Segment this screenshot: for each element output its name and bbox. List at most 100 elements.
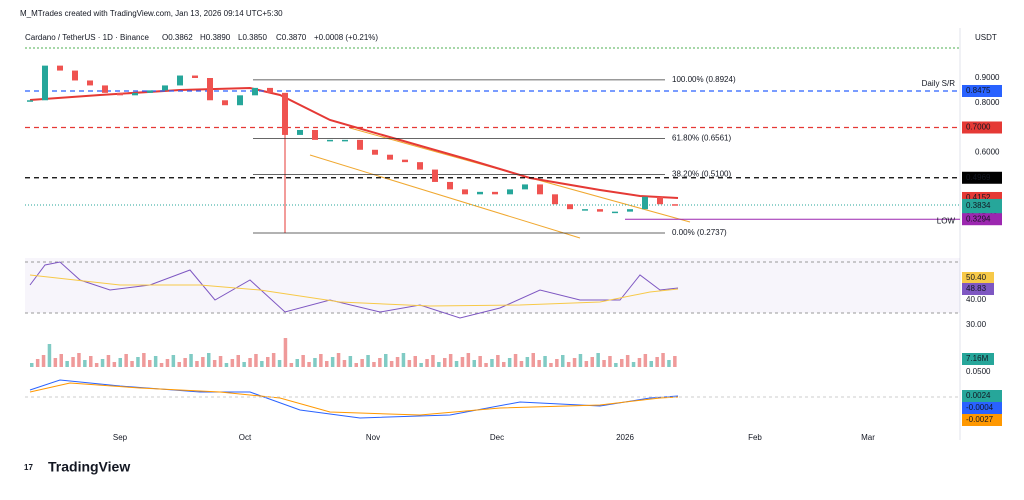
volume-bar xyxy=(165,359,170,367)
volume-bar xyxy=(354,363,358,367)
volume-bar xyxy=(30,363,34,367)
volume-bar xyxy=(637,358,642,367)
candle xyxy=(207,78,213,101)
volume-bar xyxy=(159,363,164,367)
volume-bar xyxy=(266,357,270,367)
brand: TradingView xyxy=(48,459,130,475)
volume-bar xyxy=(614,363,618,367)
volume-bar xyxy=(41,355,46,367)
volume-bar xyxy=(254,354,258,367)
moving-average xyxy=(29,86,679,199)
volume-bar xyxy=(513,354,518,367)
volume-bar xyxy=(413,356,417,367)
volume-bar xyxy=(277,360,282,367)
volume-bar xyxy=(77,353,81,367)
volume-bar xyxy=(443,358,447,367)
price-badge xyxy=(962,84,1002,97)
volume-bar xyxy=(207,353,211,367)
volume-bar xyxy=(460,357,465,367)
macd-line xyxy=(29,379,679,419)
volume-bar xyxy=(490,359,494,367)
rsi-badge xyxy=(962,283,994,295)
volume-bar xyxy=(466,353,471,367)
volume-bar xyxy=(94,363,99,367)
volume-bar xyxy=(271,353,276,367)
volume-bar xyxy=(620,359,624,367)
volume-bar xyxy=(578,354,583,367)
volume-bar xyxy=(667,360,671,367)
volume-bar xyxy=(661,353,665,367)
volume-bar xyxy=(313,358,317,367)
candle xyxy=(312,129,318,140)
volume-bar xyxy=(419,363,423,367)
channel-line xyxy=(309,154,581,239)
volume-bar xyxy=(112,362,117,367)
candle xyxy=(597,209,603,212)
volume-bar xyxy=(201,357,205,367)
candle xyxy=(567,204,573,210)
volume-bar xyxy=(89,356,93,367)
macd-badge xyxy=(962,414,1002,426)
candle xyxy=(267,87,273,93)
volume-bar xyxy=(35,359,40,367)
fib-label: 0.00% (0.2737) xyxy=(672,228,727,237)
candle xyxy=(282,92,288,135)
candle xyxy=(297,129,303,135)
month-label: Oct xyxy=(239,433,252,442)
level-note: Daily S/R xyxy=(922,79,956,88)
volume-bar xyxy=(407,360,412,367)
candle xyxy=(222,100,228,106)
volume-bar xyxy=(242,362,246,367)
month-label: Feb xyxy=(748,433,762,442)
candle xyxy=(402,159,408,163)
candle xyxy=(447,181,453,190)
price-label: 0.8000 xyxy=(975,98,1000,107)
volume-bar xyxy=(218,356,223,367)
candle xyxy=(627,209,633,212)
volume-bar xyxy=(142,353,146,367)
volume-bar xyxy=(631,362,636,367)
macd-label: -0.0027 xyxy=(966,415,994,424)
change: +0.0008 (+0.21%) xyxy=(314,33,378,42)
volume-bar xyxy=(295,359,299,367)
rsi-label: 40.00 xyxy=(966,295,987,304)
price-label: 0.6000 xyxy=(975,147,1000,156)
volume-bar xyxy=(384,354,388,367)
volume-bar xyxy=(543,356,547,367)
month-label: Sep xyxy=(113,433,128,442)
volume-bar xyxy=(171,355,176,367)
candle xyxy=(42,65,48,101)
volume-bar xyxy=(401,353,406,367)
candle xyxy=(477,191,483,195)
volume-bar xyxy=(71,357,75,367)
volume-bar xyxy=(325,361,329,367)
candle xyxy=(657,196,663,205)
volume-bar xyxy=(189,354,193,367)
candle xyxy=(102,85,108,93)
candle xyxy=(507,189,513,195)
volume-bar xyxy=(289,363,294,367)
volume-label: 7.16M xyxy=(966,354,989,363)
rsi-ma xyxy=(29,274,679,307)
volume-bar xyxy=(555,359,559,367)
volume-bar xyxy=(342,360,347,367)
volume-bar xyxy=(83,360,87,367)
volume-bar xyxy=(177,362,181,367)
badge-label: 0.4152 xyxy=(966,193,991,202)
candle xyxy=(492,191,498,195)
candle xyxy=(177,75,183,86)
candle xyxy=(57,65,63,71)
fib-label: 38.20% (0.5100) xyxy=(672,170,731,179)
volume-bar xyxy=(484,363,488,367)
volume-bar xyxy=(608,356,612,367)
price-badge xyxy=(962,121,1002,134)
volume-bar xyxy=(596,353,600,367)
rsi-label: 30.00 xyxy=(966,320,987,329)
volume-bar xyxy=(183,358,187,367)
month-label: Mar xyxy=(861,433,875,442)
volume-bar xyxy=(454,361,459,367)
level-note: LOW xyxy=(937,216,956,225)
candle xyxy=(522,184,528,190)
volume-bar xyxy=(519,361,524,367)
macd-signal xyxy=(29,382,679,416)
